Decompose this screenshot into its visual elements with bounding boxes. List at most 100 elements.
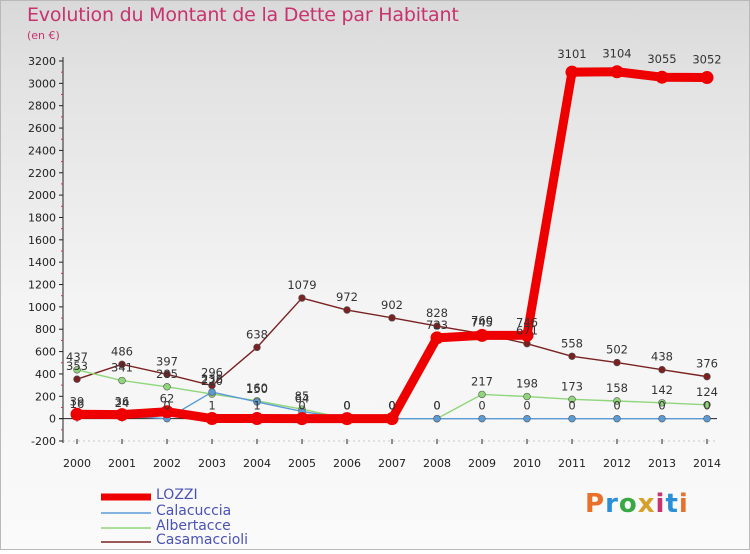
- data-label-lozzi: 3104: [602, 47, 631, 61]
- legend-item-calacuccia: Calacuccia: [101, 503, 231, 521]
- y-tick-label: 3200: [28, 55, 56, 68]
- data-label-albertacce: 160: [246, 381, 268, 395]
- y-tick-label: 800: [35, 323, 56, 336]
- data-point-calacuccia: [523, 414, 531, 423]
- legend-swatch-lozzi: [101, 493, 151, 501]
- logo-letter: t: [665, 489, 679, 519]
- data-label-lozzi: 1: [253, 399, 260, 413]
- data-point-casamaccioli: [163, 370, 171, 378]
- x-tick-label: 2014: [693, 457, 721, 470]
- y-tick-label: 2600: [28, 122, 56, 135]
- data-label-calacuccia: 0: [703, 399, 710, 413]
- data-label-albertacce: 437: [66, 350, 88, 364]
- y-tick-label: 1600: [28, 234, 56, 247]
- data-point-lozzi: [700, 71, 714, 85]
- data-point-calacuccia: [478, 414, 486, 423]
- data-point-casamaccioli: [298, 294, 306, 302]
- data-point-calacuccia: [568, 414, 576, 423]
- x-tick-label: 2008: [423, 457, 451, 470]
- y-tick-label: 2400: [28, 144, 56, 157]
- data-point-lozzi: [295, 412, 309, 426]
- data-label-lozzi: 0: [343, 399, 350, 413]
- x-tick-label: 2001: [108, 457, 136, 470]
- data-point-casamaccioli: [703, 372, 711, 381]
- data-label-albertacce: 220: [201, 374, 223, 388]
- data-point-albertacce: [703, 401, 711, 409]
- x-tick-label: 2013: [648, 457, 676, 470]
- logo-letter: i: [655, 489, 666, 519]
- data-point-albertacce: [118, 376, 126, 385]
- data-label-calacuccia: 0: [568, 399, 575, 413]
- data-point-calacuccia: [658, 414, 666, 423]
- legend-swatch-calacuccia: [101, 512, 151, 514]
- x-tick-label: 2004: [243, 457, 271, 470]
- y-tick-label: 200: [35, 390, 56, 403]
- data-label-casamaccioli: 671: [516, 324, 538, 338]
- legend-label-albertacce: Albertacce: [156, 518, 231, 534]
- data-label-lozzi: 0: [388, 399, 395, 413]
- chart-subtitle: (en €): [27, 29, 60, 42]
- legend-item-casamaccioli: Casamaccioli: [101, 532, 248, 550]
- y-tick-label: 1000: [28, 301, 56, 314]
- data-point-casamaccioli: [118, 360, 126, 369]
- data-label-albertacce: 0: [388, 399, 395, 413]
- data-label-lozzi: 39: [70, 394, 85, 408]
- x-tick-label: 2000: [63, 457, 91, 470]
- proxiti-logo: Proxiti: [585, 489, 689, 519]
- y-tick-label: 2000: [28, 189, 56, 202]
- data-label-casamaccioli: 486: [111, 344, 133, 358]
- y-tick-label: 600: [35, 346, 56, 359]
- data-label-albertacce: 217: [471, 374, 493, 388]
- data-point-albertacce: [613, 397, 621, 405]
- x-tick-label: 2010: [513, 457, 541, 470]
- data-point-lozzi: [70, 407, 84, 421]
- data-point-casamaccioli: [433, 322, 441, 330]
- data-label-lozzi: 36: [115, 395, 130, 409]
- x-tick-label: 2002: [153, 457, 181, 470]
- x-tick-label: 2009: [468, 457, 496, 470]
- data-point-lozzi: [565, 65, 579, 79]
- y-tick-label: 2800: [28, 100, 56, 113]
- x-tick-label: 2006: [333, 457, 361, 470]
- legend-label-calacuccia: Calacuccia: [156, 503, 232, 519]
- data-label-lozzi: 62: [160, 392, 175, 406]
- data-label-calacuccia: 0: [163, 399, 170, 413]
- data-point-lozzi: [385, 412, 399, 426]
- chart-title: Evolution du Montant de la Dette par Hab…: [27, 4, 459, 26]
- data-point-calacuccia: [433, 414, 441, 423]
- data-label-calacuccia: 238: [201, 372, 223, 386]
- data-point-casamaccioli: [388, 314, 396, 322]
- logo-letter: x: [637, 489, 656, 519]
- data-label-calacuccia: 0: [478, 399, 485, 413]
- data-label-casamaccioli: 972: [336, 290, 358, 304]
- data-label-casamaccioli: 638: [246, 327, 268, 341]
- data-point-calacuccia: [703, 414, 711, 423]
- data-label-calacuccia: 0: [433, 399, 440, 413]
- data-label-albertacce: 142: [651, 383, 673, 397]
- data-label-albertacce: 341: [111, 361, 133, 375]
- data-label-calacuccia: 64: [295, 391, 310, 405]
- logo-letter: r: [605, 489, 619, 519]
- data-label-albertacce: 198: [516, 377, 538, 391]
- data-label-calacuccia: 0: [523, 399, 530, 413]
- data-point-albertacce: [73, 366, 81, 374]
- y-tick-label: 400: [35, 368, 56, 381]
- legend-label-lozzi: LOZZI: [156, 487, 198, 503]
- legend-label-casamaccioli: Casamaccioli: [156, 532, 249, 548]
- data-label-casamaccioli: 828: [426, 306, 448, 320]
- x-tick-label: 2011: [558, 457, 586, 470]
- y-tick-label: 2200: [28, 167, 56, 180]
- data-label-albertacce: 0: [433, 399, 440, 413]
- y-tick-label: 0: [49, 413, 56, 426]
- data-label-lozzi: 746: [516, 315, 538, 329]
- logo-letter: i: [678, 489, 689, 519]
- data-label-lozzi: 3052: [692, 53, 721, 67]
- data-point-calacuccia: [613, 414, 621, 423]
- data-point-casamaccioli: [658, 365, 666, 374]
- data-label-albertacce: 173: [561, 379, 583, 393]
- data-point-casamaccioli: [73, 375, 81, 383]
- data-label-lozzi: 1: [208, 399, 215, 413]
- data-label-albertacce: 85: [295, 389, 310, 403]
